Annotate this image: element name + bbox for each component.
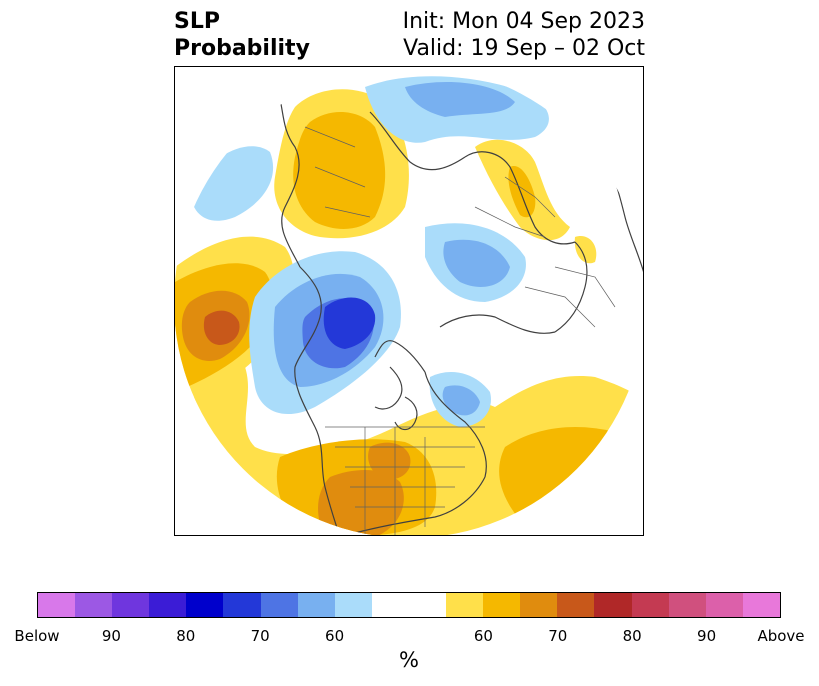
colorbar-above-segment — [594, 593, 632, 617]
colorbar-below-segment — [297, 593, 335, 617]
alaska-canada-above-65 — [293, 111, 386, 229]
colorbar-tick-label: 80 — [176, 627, 196, 645]
colorbar-below-segment — [334, 593, 372, 617]
colorbar-above-segment — [631, 593, 669, 617]
colorbar-below-segment — [186, 593, 224, 617]
colorbar-above-segment — [557, 593, 595, 617]
colorbar-tick-label: 80 — [622, 627, 642, 645]
colorbar-above-segment — [520, 593, 558, 617]
colorbar-above-segment — [705, 593, 743, 617]
colorbar-tick-label: 90 — [697, 627, 717, 645]
asia-above-60 — [574, 236, 597, 264]
colorbar-tick-label: Above — [757, 627, 805, 645]
colorbar-below-segment — [149, 593, 187, 617]
siberia-below-65 — [443, 239, 510, 287]
us-above-70 — [318, 470, 404, 535]
colorbar-below-segment — [75, 593, 113, 617]
southwest-above-70 — [368, 442, 411, 480]
colorbar-below-segment — [260, 593, 298, 617]
colorbar-tick-label: 70 — [250, 627, 270, 645]
pacific-above-75 — [203, 310, 240, 345]
atlantic-above-65 — [499, 427, 643, 535]
colorbar-above-segment — [446, 593, 484, 617]
map-dates: Init: Mon 04 Sep 2023 Valid: 19 Sep – 02… — [403, 8, 645, 62]
colorbar-above-segment — [483, 593, 521, 617]
colorbar-tick-label: Below — [14, 627, 60, 645]
hudson-below-65 — [442, 385, 480, 416]
title-line-type: Probability — [174, 36, 310, 61]
colorbar-above-segment — [668, 593, 706, 617]
colorbar-tick-label: 60 — [473, 627, 493, 645]
probability-colorbar — [37, 592, 781, 618]
polar-stereographic-map — [175, 67, 643, 535]
colorbar-tick-label: 90 — [101, 627, 121, 645]
colorbar-above-segment — [742, 593, 780, 617]
colorbar-below-segment — [112, 593, 150, 617]
colorbar-tick-label: 70 — [548, 627, 568, 645]
map-panel — [174, 66, 644, 536]
title-line-variable: SLP — [174, 9, 220, 34]
colorbar-units: % — [399, 648, 419, 672]
canada-arctic-below-75 — [323, 297, 376, 349]
colorbar-tick-label: 60 — [325, 627, 345, 645]
map-title: SLP Probability — [174, 8, 310, 62]
colorbar-below-segment — [223, 593, 261, 617]
init-date: Init: Mon 04 Sep 2023 — [402, 9, 645, 34]
colorbar-neutral-segment — [371, 593, 447, 617]
arctic-below-65 — [405, 82, 515, 117]
valid-range: Valid: 19 Sep – 02 Oct — [403, 36, 645, 61]
colorbar-below-segment — [38, 593, 76, 617]
political-borders — [304, 126, 616, 535]
below-normal-regions — [190, 76, 549, 427]
